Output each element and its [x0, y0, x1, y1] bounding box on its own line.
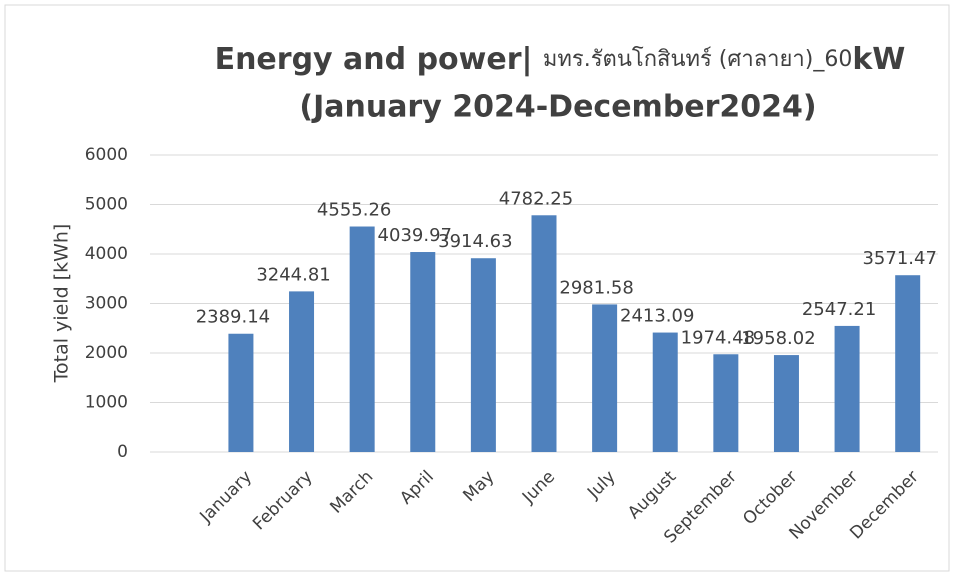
bar: [895, 275, 921, 452]
y-tick-label: 2000: [85, 343, 128, 363]
y-tick-label: 6000: [85, 145, 128, 165]
value-label: 3244.81: [256, 264, 330, 285]
bar: [410, 252, 436, 452]
value-label: 4555.26: [317, 200, 391, 221]
value-label: 3571.47: [862, 248, 936, 269]
bar: [713, 354, 739, 452]
bar: [834, 325, 860, 452]
y-tick-label: 1000: [85, 393, 128, 413]
value-label: 2981.58: [559, 277, 633, 298]
value-label: 1974.48: [681, 327, 755, 348]
y-tick-label: 0: [117, 442, 128, 462]
bar: [652, 332, 678, 452]
bar: [349, 226, 375, 452]
bar: [470, 258, 496, 452]
chart-title: Energy and power| มทร.รัตนโกสินทร์ (ศาลา…: [215, 42, 906, 77]
title-part: มทร.รัตนโกสินทร์ (ศาลายา)_60: [543, 46, 852, 72]
title-part: Energy and power|: [215, 42, 543, 77]
bar: [592, 304, 618, 452]
value-label: 3914.63: [438, 231, 512, 252]
bar: [228, 333, 254, 452]
value-label: 4039.97: [378, 225, 452, 246]
bar: [773, 355, 799, 452]
y-tick-label: 5000: [85, 195, 128, 215]
bar: [531, 215, 557, 452]
y-tick-label: 3000: [85, 294, 128, 314]
y-tick-label: 4000: [85, 244, 128, 264]
value-label: 1958.02: [741, 328, 815, 349]
title-part: kW: [852, 42, 905, 77]
value-label: 4782.25: [499, 188, 573, 209]
y-axis-label: Total yield [kWh]: [51, 224, 73, 384]
value-label: 2389.14: [196, 307, 270, 328]
value-label: 2413.09: [620, 306, 694, 327]
bar: [289, 291, 315, 452]
chart-subtitle: (January 2024-December2024): [299, 90, 816, 125]
value-label: 2547.21: [802, 299, 876, 320]
